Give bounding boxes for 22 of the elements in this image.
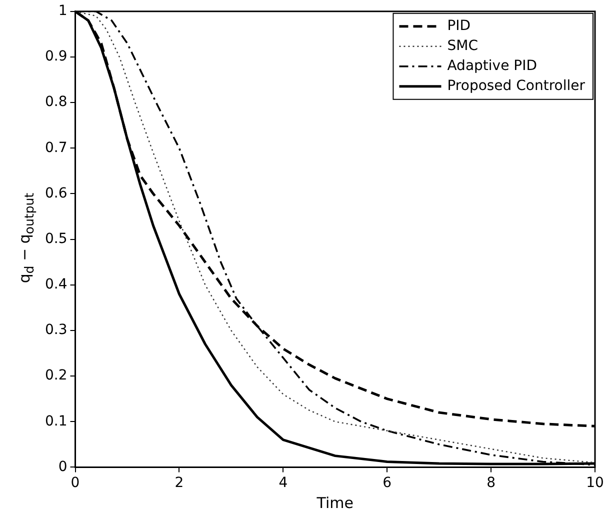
x-tick-label: 2 [174,475,184,492]
legend-label: PID [447,18,471,34]
x-tick-label: 10 [586,475,604,492]
legend-label: Adaptive PID [447,58,537,74]
y-tick-label: 0 [58,458,68,475]
y-tick-label: 0.3 [45,322,68,338]
x-tick-label: 8 [486,475,496,492]
legend-label: Proposed Controller [447,78,586,94]
y-tick-label: 0.6 [45,185,68,202]
y-tick-label: 1 [58,3,68,20]
x-tick-label: 6 [382,475,392,492]
x-tick-label: 4 [278,475,288,492]
y-tick-label: 0.4 [45,276,68,293]
legend-label: SMC [447,38,478,54]
y-tick-label: 0.2 [45,368,68,384]
y-tick-label: 0.8 [45,94,68,110]
y-tick-label: 0.5 [45,230,68,247]
y-tick-label: 0.1 [45,413,68,430]
x-axis-title: Time [316,494,354,512]
y-tick-label: 0.7 [45,140,68,156]
x-tick-label: 0 [70,475,80,492]
y-tick-label: 0.9 [45,48,68,65]
